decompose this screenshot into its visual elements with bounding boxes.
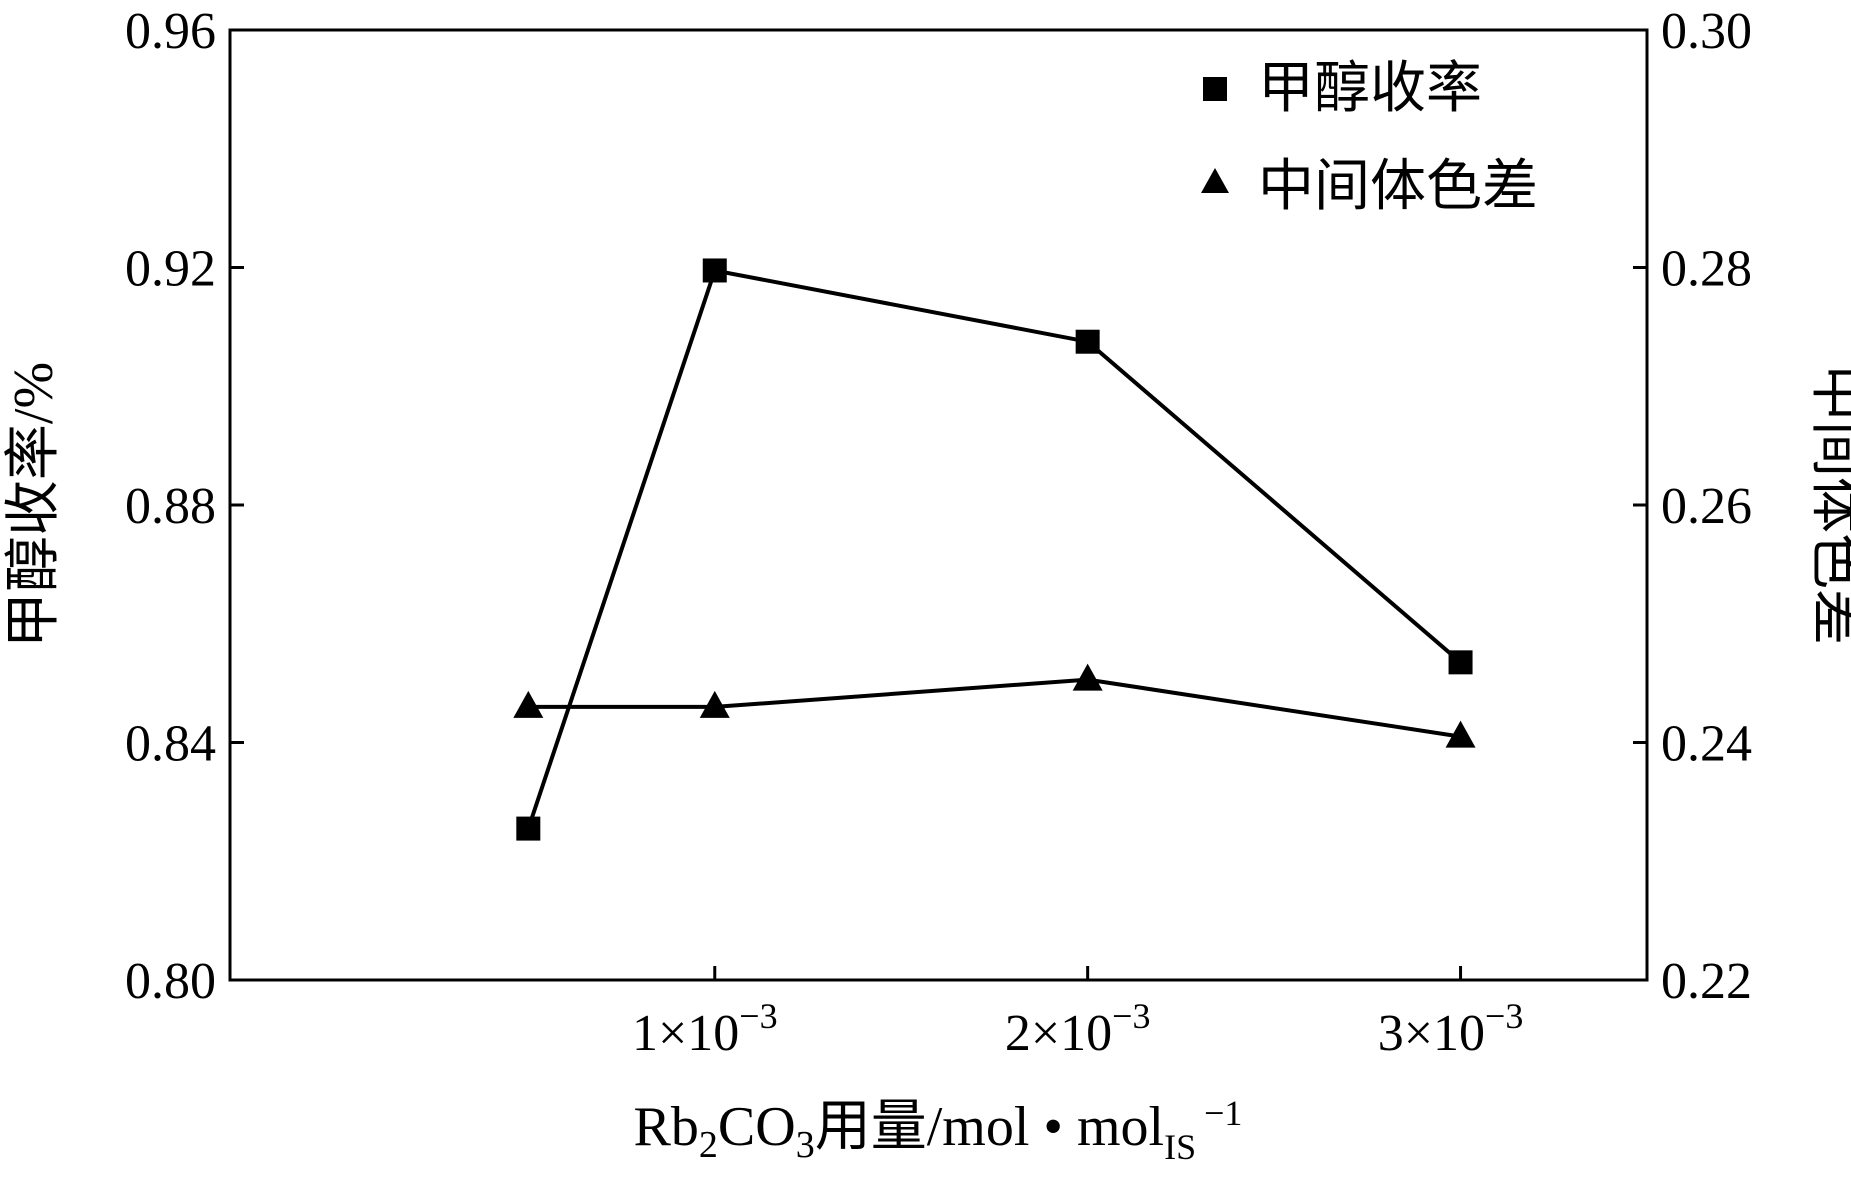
legend-label-intermediate-color-diff: 中间体色差 [1258,156,1538,218]
right-y-ticks: 0.22 0.24 0.26 0.28 0.30 [1633,3,1752,1010]
legend-marker-triangle [1201,168,1229,193]
data-point-square [1448,650,1473,675]
series-markers [513,258,1476,841]
left-tick-label: 0.96 [125,3,216,60]
x-axis-title: Rb2CO3用量/mol • molIS−1 [634,1093,1243,1167]
x-ticks: 1×10−3 2×10−3 3×10−3 [632,966,1523,1062]
series-line-methanol-yield [526,268,1462,830]
left-tick-label: 0.80 [125,953,216,1010]
left-tick-label: 0.92 [125,241,216,298]
legend-marker-square [1203,77,1227,101]
right-y-axis-title: 中间体色差 [1805,365,1851,645]
right-tick-label: 0.28 [1661,241,1752,298]
x-tick-label: 3×10−3 [1378,996,1524,1062]
data-point-square [1075,329,1100,354]
right-tick-label: 0.24 [1661,716,1752,773]
right-tick-label: 0.22 [1661,953,1752,1010]
data-point-triangle [1445,720,1476,748]
x-tick-label: 2×10−3 [1005,996,1151,1062]
data-point-triangle [699,690,730,718]
series-line-intermediate-color-diff [528,677,1461,739]
legend: 甲醇收率 中间体色差 [1201,58,1538,218]
x-tick-label: 1×10−3 [632,996,778,1062]
series-lines [526,268,1462,830]
data-point-square [702,258,727,283]
right-tick-label: 0.26 [1661,478,1752,535]
left-tick-label: 0.88 [125,478,216,535]
left-tick-label: 0.84 [125,716,216,773]
left-y-axis-title: 甲醇收率/% [3,362,65,648]
data-point-square [516,816,541,841]
data-point-triangle [513,690,544,718]
data-point-triangle [1072,663,1103,691]
left-y-ticks: 0.80 0.84 0.88 0.92 0.96 [125,3,244,1010]
right-tick-label: 0.30 [1661,3,1752,60]
legend-label-methanol-yield: 甲醇收率 [1258,58,1482,120]
